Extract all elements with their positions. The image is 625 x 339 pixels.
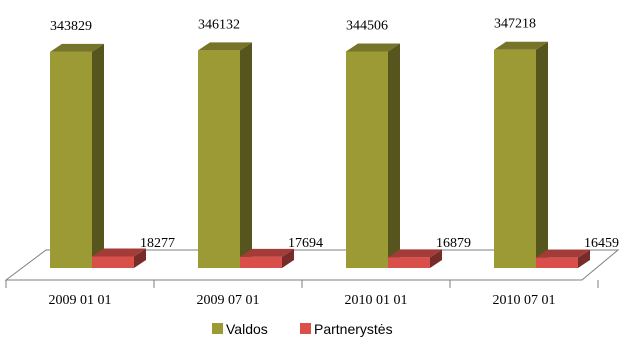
bar-top — [536, 249, 590, 258]
bar-side — [134, 248, 146, 268]
bars — [50, 41, 590, 269]
bar-side — [536, 41, 548, 268]
bar-top — [50, 43, 104, 52]
bar-valdos-2 — [346, 43, 400, 269]
data-label-valdos-0: 343829 — [50, 19, 92, 34]
x-tick-labels: 2009 01 01 2009 07 01 2010 01 01 2010 07 01 — [49, 293, 556, 308]
data-label-valdos-3: 347218 — [494, 17, 536, 32]
bar-top — [388, 249, 442, 258]
x-tick-label-3: 2010 07 01 — [493, 293, 556, 308]
bar-top — [494, 41, 548, 50]
data-label-partnerystes-2: 16879 — [436, 236, 471, 251]
bar-valdos-0 — [50, 43, 104, 269]
bar-top — [346, 43, 400, 52]
bar-valdos-3 — [494, 41, 548, 268]
bar-partnerystes-3 — [536, 249, 590, 268]
bar-top — [198, 42, 252, 51]
legend: Valdos Partnerystės — [212, 321, 393, 337]
bar-front — [494, 49, 536, 268]
bar-side — [578, 249, 590, 268]
bar-partnerystes-1 — [240, 248, 294, 268]
data-label-valdos-1: 346132 — [198, 17, 240, 32]
bar-side — [282, 248, 294, 268]
bar-partnerystes-2 — [388, 249, 442, 268]
data-label-partnerystes-1: 17694 — [288, 236, 323, 251]
bar-front — [346, 51, 388, 269]
bar-front — [240, 256, 282, 268]
bar-front — [536, 257, 578, 268]
bar-top — [92, 248, 146, 257]
x-tick-label-2: 2010 01 01 — [345, 293, 408, 308]
bar-side — [430, 249, 442, 268]
bar-front — [50, 51, 92, 269]
data-label-valdos-2: 344506 — [346, 18, 388, 33]
bar-front — [198, 50, 240, 269]
bar-side — [240, 42, 252, 269]
legend-swatch-partnerystes — [300, 323, 311, 334]
legend-label-partnerystes: Partnerystės — [314, 321, 393, 337]
legend-label-valdos: Valdos — [226, 321, 268, 337]
bar-front — [388, 257, 430, 268]
x-axis — [5, 279, 599, 288]
bar-top — [240, 248, 294, 257]
bar-partnerystes-0 — [92, 248, 146, 268]
legend-swatch-valdos — [212, 323, 223, 334]
x-tick-label-1: 2009 07 01 — [197, 293, 260, 308]
bar-side — [92, 43, 104, 269]
data-label-partnerystes-3: 16459 — [584, 236, 619, 251]
x-tick-label-0: 2009 01 01 — [49, 293, 112, 308]
bar-front — [92, 256, 134, 268]
bar-valdos-1 — [198, 42, 252, 269]
data-labels: 343829 18277 346132 17694 344506 16879 347218 1… — [50, 17, 619, 251]
bar-side — [388, 43, 400, 269]
data-label-partnerystes-0: 18277 — [140, 236, 175, 251]
